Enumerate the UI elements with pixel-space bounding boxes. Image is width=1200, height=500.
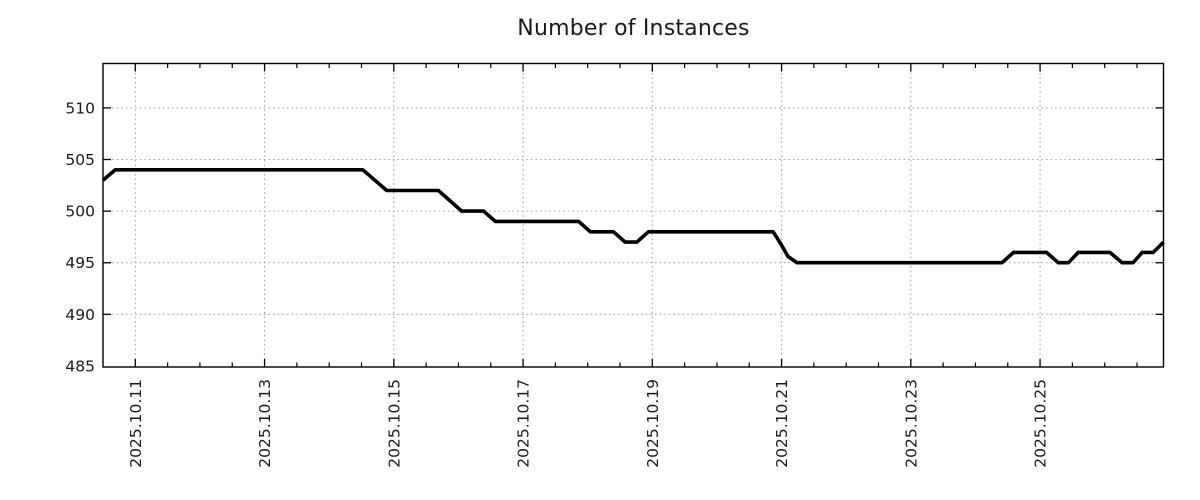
y-tick-label: 490 (65, 306, 95, 324)
x-tick-label: 2025.10.19 (644, 379, 662, 468)
chart-title: Number of Instances (517, 16, 750, 41)
plot-border (102, 62, 1165, 368)
x-tick-label: 2025.10.23 (902, 379, 920, 468)
y-tick-label: 510 (65, 99, 95, 117)
x-tick-label: 2025.10.17 (515, 379, 533, 468)
x-tick-label: 2025.10.13 (256, 379, 274, 468)
data-line (101, 168, 1165, 265)
y-tick-label: 505 (65, 151, 95, 169)
x-tick-label: 2025.10.15 (385, 379, 403, 468)
y-tick-label: 495 (65, 254, 95, 272)
y-tick-label: 485 (65, 357, 95, 375)
y-tick-label: 500 (65, 203, 95, 221)
x-tick-label: 2025.10.11 (127, 379, 145, 468)
x-tick-label: 2025.10.25 (1032, 379, 1050, 468)
x-tick-label: 2025.10.21 (773, 379, 791, 468)
